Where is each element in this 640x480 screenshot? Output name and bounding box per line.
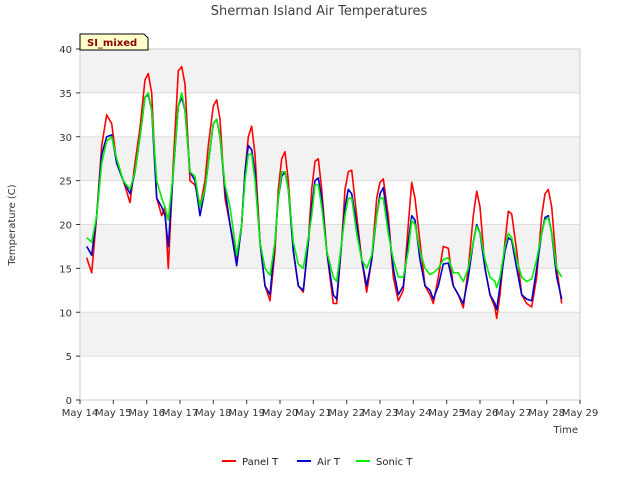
x-tick-label: May 26: [462, 408, 499, 419]
plot-band: [80, 92, 580, 137]
x-tick-label: May 27: [495, 408, 532, 419]
legend-label: Panel T: [242, 457, 279, 468]
series-lines: [85, 65, 563, 320]
x-tick-label: May 24: [395, 408, 432, 419]
y-tick-label: 30: [59, 133, 72, 144]
legend-item-panel-t: Panel T: [222, 457, 279, 468]
y-tick-label: 40: [59, 45, 72, 56]
x-tick-label: May 20: [262, 408, 299, 419]
chart-title: Sherman Island Air Temperatures: [211, 4, 428, 19]
x-tick-label: May 19: [228, 408, 265, 419]
y-tick-label: 0: [66, 396, 72, 407]
badge-box: [79, 33, 149, 51]
x-tick-label: May 22: [328, 408, 365, 419]
badge-label: SI_mixed: [87, 38, 137, 49]
plot-band: [80, 312, 580, 357]
x-tick-label: May 21: [295, 408, 332, 419]
x-tick-label: May 25: [428, 408, 465, 419]
x-tick-label: May 23: [362, 408, 399, 419]
y-tick-label: 15: [59, 264, 72, 275]
x-tick-label: May 16: [128, 408, 165, 419]
y-tick-label: 25: [59, 177, 72, 188]
legend-label: Sonic T: [376, 457, 413, 468]
x-tick-label: May 29: [562, 408, 599, 419]
x-axis-label: Time: [553, 425, 578, 436]
series-line-sonic-t: [86, 92, 563, 289]
legend-item-sonic-t: Sonic T: [356, 457, 413, 468]
legend: Panel T Air T Sonic T: [222, 457, 413, 468]
y-tick-label: 5: [66, 352, 72, 363]
y-tick-label: 35: [59, 89, 72, 100]
y-tick-label: 10: [59, 308, 72, 319]
y-axis-ticks: 0 5 10 15 20 25 30 35 40: [59, 45, 80, 407]
plot-band: [80, 136, 580, 181]
plot-band: [80, 356, 580, 400]
plot-band: [80, 49, 580, 93]
x-tick-label: May 28: [528, 408, 565, 419]
x-tick-label: May 17: [162, 408, 199, 419]
legend-item-air-t: Air T: [297, 457, 341, 468]
x-tick-label: May 18: [195, 408, 232, 419]
legend-label: Air T: [317, 457, 341, 468]
y-tick-label: 20: [59, 221, 72, 232]
badge: SI_mixed: [79, 33, 149, 51]
x-tick-label: May 15: [95, 408, 132, 419]
plot-band: [80, 180, 580, 225]
y-axis-label: Temperature (C): [7, 184, 18, 266]
x-tick-label: May 14: [62, 408, 99, 419]
